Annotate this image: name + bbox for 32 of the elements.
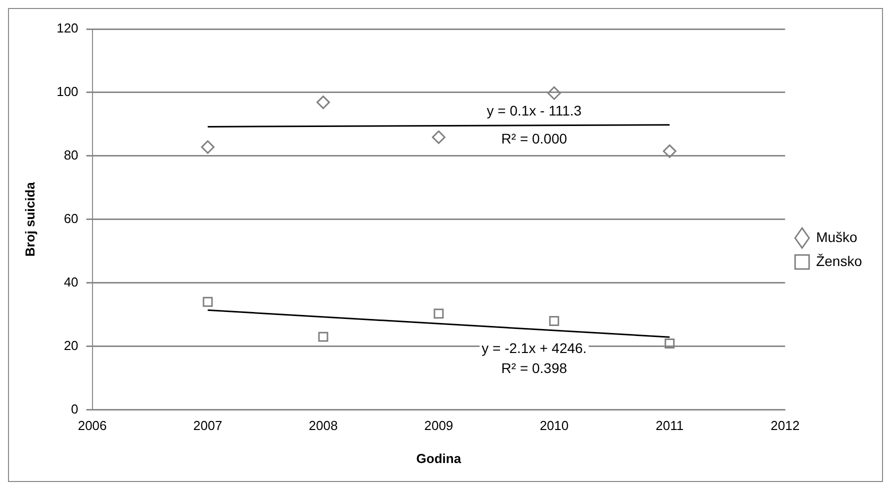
annotation: R² = 0.000 bbox=[501, 130, 568, 146]
y-tick-label: 100 bbox=[56, 84, 78, 100]
point bbox=[664, 338, 675, 348]
x-tick-label: 2010 bbox=[540, 418, 569, 434]
point bbox=[662, 144, 676, 158]
x-tick-label: 2009 bbox=[424, 418, 454, 434]
point bbox=[432, 130, 446, 144]
y-tick-label: 20 bbox=[64, 338, 78, 353]
y-tick-label: 0 bbox=[71, 401, 78, 416]
x-axis-title: Godina bbox=[416, 450, 462, 466]
y-tick-label: 80 bbox=[64, 148, 78, 163]
point bbox=[316, 96, 330, 110]
x-tick-label: 2011 bbox=[656, 418, 684, 434]
point bbox=[202, 296, 213, 307]
annotation: y = 0.1x - 111.3 bbox=[486, 102, 582, 118]
legend-label: Žensko bbox=[816, 252, 862, 269]
point bbox=[549, 316, 560, 326]
x-tick-label: 2012 bbox=[770, 418, 800, 434]
point bbox=[318, 332, 328, 342]
legend-label: Muško bbox=[816, 228, 858, 245]
y-axis-title: Broj suicida bbox=[22, 181, 38, 257]
annotation: R² = 0.398 bbox=[501, 360, 568, 376]
y-tick-label: 120 bbox=[56, 20, 78, 36]
annotation: y = -2.1x + 4246. bbox=[482, 340, 587, 356]
point bbox=[434, 308, 444, 319]
y-tick-label: 40 bbox=[64, 274, 78, 290]
y-tick-label: 60 bbox=[64, 210, 78, 226]
x-tick-label: 2006 bbox=[78, 418, 107, 434]
x-tick-label: 2007 bbox=[193, 418, 222, 434]
point bbox=[201, 140, 215, 154]
x-tick-label: 2008 bbox=[308, 418, 338, 434]
point bbox=[547, 86, 561, 100]
